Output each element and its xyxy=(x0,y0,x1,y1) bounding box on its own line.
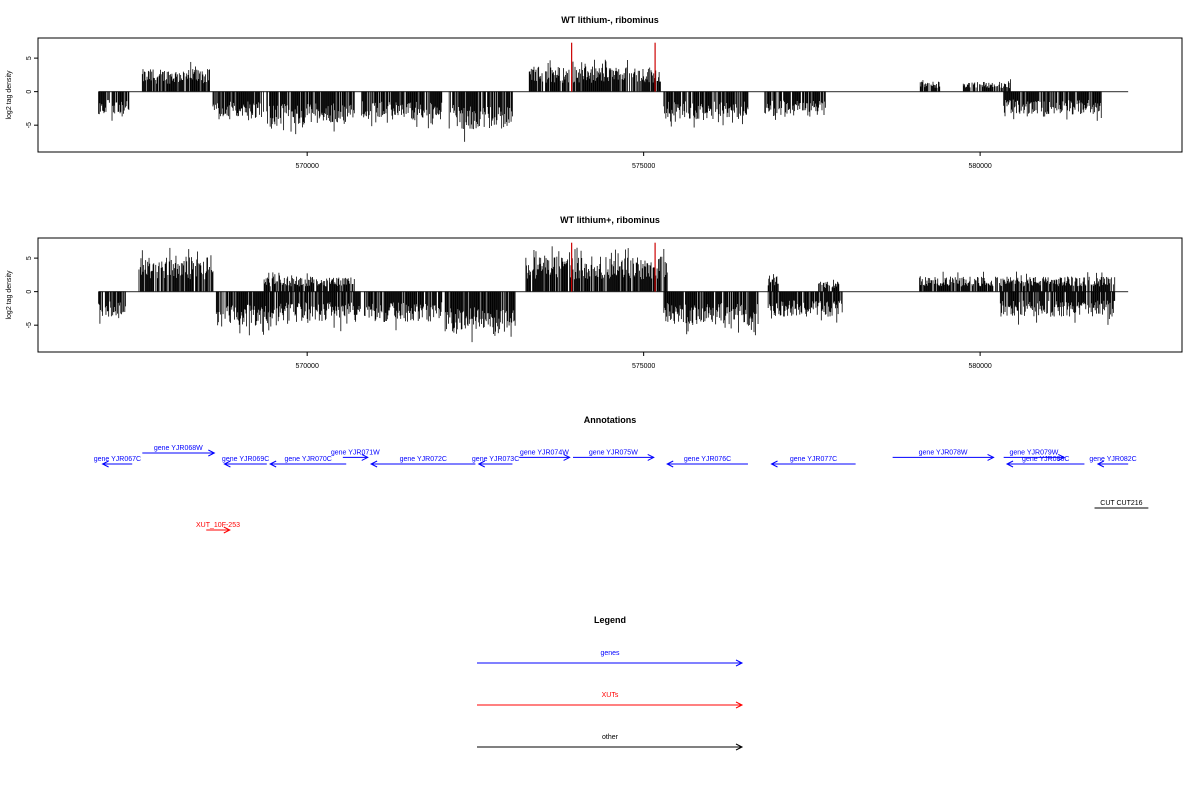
x-tick-label: 575000 xyxy=(632,363,655,370)
arrow-right-icon xyxy=(223,526,231,534)
feature-list: gene YJR067C gene YJR068W gene YJR069C gene… xyxy=(94,445,1149,534)
annotation-feature: gene YJR069C xyxy=(222,456,269,468)
arrow-right-icon xyxy=(208,449,216,457)
annotation-feature: gene YJR068W xyxy=(142,445,216,457)
legend-items: genes XUTs other xyxy=(477,650,744,751)
annotation-feature: gene YJR080C xyxy=(1005,456,1085,468)
panel-title: WT lithium+, ribominus xyxy=(560,215,660,225)
arrow-right-icon xyxy=(1058,453,1066,461)
annotation-feature: gene YJR079W xyxy=(1003,449,1066,461)
arrow-right-icon xyxy=(361,453,369,461)
legend-title: Legend xyxy=(594,615,626,625)
signal-bars xyxy=(98,59,1129,142)
y-axis-label: log2 tag density xyxy=(6,270,13,320)
feature-label: gene YJR072C xyxy=(400,456,447,463)
signal-bars xyxy=(98,246,1129,343)
annotation-feature: gene YJR067C xyxy=(94,456,141,468)
feature-label: gene YJR075W xyxy=(589,449,638,456)
signal-panel-lithium-minus: WT lithium-, ribominus log2 tag density … xyxy=(6,15,1183,170)
annotation-feature: gene YJR078W xyxy=(892,449,995,461)
y-tick-label: 5 xyxy=(26,56,33,60)
legend-item: other xyxy=(477,734,744,751)
x-axis: 570000 575000 580000 xyxy=(295,352,992,370)
feature-label: gene YJR077C xyxy=(790,456,837,463)
feature-label: gene YJR079W xyxy=(1009,449,1058,456)
feature-label: gene YJR080C xyxy=(1022,456,1069,463)
y-tick-label: 0 xyxy=(26,90,33,94)
feature-label: gene YJR073C xyxy=(472,456,519,463)
feature-label: gene YJR082C xyxy=(1089,456,1136,463)
feature-label: gene YJR067C xyxy=(94,456,141,463)
y-axis-label: log2 tag density xyxy=(6,70,13,120)
x-tick-label: 570000 xyxy=(295,163,318,170)
feature-label: gene YJR076C xyxy=(684,456,731,463)
legend-label: genes xyxy=(600,650,620,657)
arrow-right-icon xyxy=(647,453,655,461)
x-axis: 570000 575000 580000 xyxy=(295,152,992,170)
annotation-feature: gene YJR070C xyxy=(269,456,347,468)
legend-item: XUTs xyxy=(477,692,744,709)
arrow-right-icon xyxy=(735,701,744,709)
feature-label: gene YJR071W xyxy=(331,449,380,456)
arrow-right-icon xyxy=(735,659,744,667)
legend: Legend genes XUTs other xyxy=(477,615,744,751)
x-tick-label: 575000 xyxy=(632,163,655,170)
arrow-left-icon xyxy=(369,460,378,468)
feature-label: gene YJR078W xyxy=(919,449,968,456)
y-tick-label: 5 xyxy=(26,256,33,260)
y-tick-label: -5 xyxy=(26,122,33,128)
annotation-feature: gene YJR071W xyxy=(331,449,380,461)
arrow-left-icon xyxy=(269,460,277,468)
x-tick-label: 580000 xyxy=(968,163,991,170)
feature-label: gene YJR070C xyxy=(285,456,332,463)
feature-label: gene YJR069C xyxy=(222,456,269,463)
arrow-left-icon xyxy=(1005,460,1014,468)
annotation-feature: gene YJR074W xyxy=(519,449,571,461)
legend-label: other xyxy=(602,734,619,741)
arrow-left-icon xyxy=(1096,460,1105,468)
annotation-feature: CUT CUT216 xyxy=(1094,500,1149,509)
y-tick-label: -5 xyxy=(26,322,33,328)
annotation-feature: gene YJR072C xyxy=(369,456,476,468)
annotations-title: Annotations xyxy=(584,415,637,425)
arrow-right-icon xyxy=(563,453,571,461)
annotation-feature: gene YJR076C xyxy=(666,456,748,468)
feature-label: CUT CUT216 xyxy=(1100,500,1142,507)
red-markers xyxy=(571,242,656,292)
y-axis: -5 0 5 xyxy=(26,56,38,128)
plot-frame xyxy=(37,237,1183,353)
y-tick-label: 0 xyxy=(26,290,33,294)
arrow-left-icon xyxy=(223,460,231,468)
signal-panel-lithium-plus: WT lithium+, ribominus log2 tag density … xyxy=(6,215,1183,370)
annotation-feature: gene YJR077C xyxy=(770,456,856,468)
feature-label: XUT_10F-253 xyxy=(196,522,240,529)
feature-label: gene YJR074W xyxy=(520,449,569,456)
arrow-left-icon xyxy=(666,460,674,468)
legend-label: XUTs xyxy=(602,692,619,699)
plot-frame xyxy=(37,37,1183,153)
x-tick-label: 580000 xyxy=(968,363,991,370)
arrow-left-icon xyxy=(770,460,778,468)
arrow-right-icon xyxy=(987,453,995,461)
arrow-left-icon xyxy=(477,460,486,468)
annotation-feature: XUT_10F-253 xyxy=(196,522,240,534)
red-markers xyxy=(571,42,656,92)
arrow-left-icon xyxy=(101,460,109,468)
annotation-feature: gene YJR082C xyxy=(1089,456,1137,468)
panel-title: WT lithium-, ribominus xyxy=(561,15,659,25)
feature-label: gene YJR068W xyxy=(154,445,203,452)
legend-item: genes xyxy=(477,650,744,667)
x-tick-label: 570000 xyxy=(295,363,318,370)
arrow-right-icon xyxy=(735,743,744,751)
y-axis: -5 0 5 xyxy=(26,256,38,328)
annotation-feature: gene YJR073C xyxy=(472,456,519,468)
annotation-feature: gene YJR075W xyxy=(572,449,655,461)
